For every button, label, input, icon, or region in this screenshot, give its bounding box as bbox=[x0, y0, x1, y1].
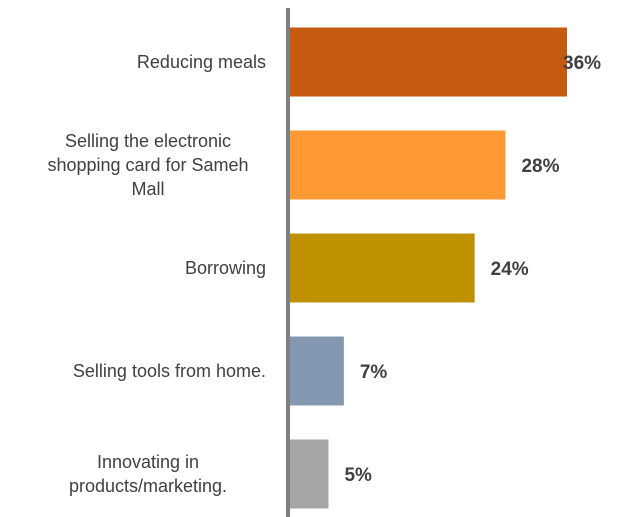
category-label-1: Selling the electronic shopping card for … bbox=[47, 131, 248, 199]
category-label-line: Reducing meals bbox=[137, 52, 266, 72]
category-labels-group: Reducing meals Selling the electronic shop… bbox=[47, 52, 266, 496]
category-label-line: Selling tools from home. bbox=[73, 361, 266, 381]
value-label-3: 7% bbox=[360, 362, 388, 383]
value-label-4: 5% bbox=[344, 465, 372, 486]
category-label-line: Borrowing bbox=[185, 258, 266, 278]
category-label-2: Borrowing bbox=[185, 258, 266, 278]
bar-2 bbox=[290, 233, 475, 303]
category-label-line: Mall bbox=[131, 179, 164, 199]
bar-0 bbox=[290, 27, 567, 97]
bar-4 bbox=[290, 439, 329, 509]
value-label-0: 36% bbox=[563, 53, 601, 74]
bar-1 bbox=[290, 130, 506, 200]
category-label-line: Selling the electronic bbox=[65, 131, 231, 151]
category-label-0: Reducing meals bbox=[137, 52, 266, 72]
value-labels-group: 36% 28% 24% 7% 5% bbox=[344, 53, 601, 486]
value-label-2: 24% bbox=[491, 259, 529, 280]
category-label-line: Innovating in bbox=[97, 452, 199, 472]
bar-3 bbox=[290, 336, 344, 406]
bars-group bbox=[290, 27, 567, 509]
category-label-3: Selling tools from home. bbox=[73, 361, 266, 381]
category-label-4: Innovating in products/marketing. bbox=[69, 452, 227, 496]
category-label-line: shopping card for Sameh bbox=[47, 155, 248, 175]
category-label-line: products/marketing. bbox=[69, 476, 227, 496]
value-label-1: 28% bbox=[521, 156, 559, 177]
